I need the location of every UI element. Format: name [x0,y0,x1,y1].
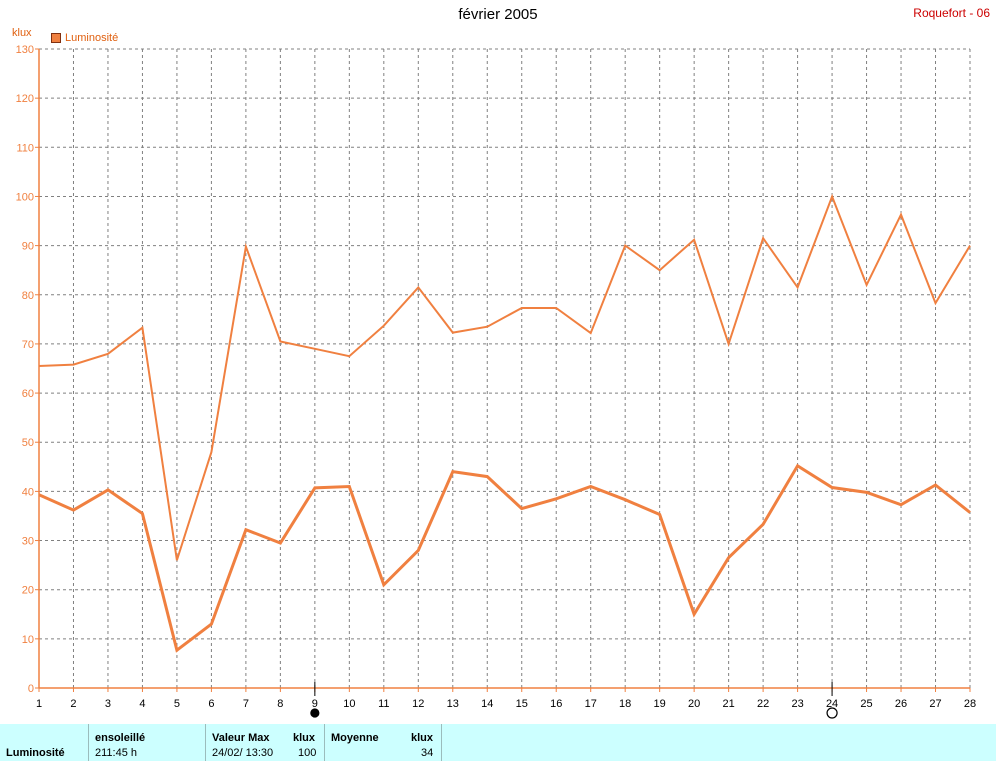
full-moon-icon [826,707,838,719]
x-tick-label: 8 [277,698,283,710]
x-tick-label: 23 [791,698,803,710]
x-tick-label: 17 [585,698,597,710]
chart-title: février 2005 [458,6,538,23]
x-tick-label: 2 [70,698,76,710]
x-tick-label: 13 [447,698,459,710]
x-tick-label: 18 [619,698,631,710]
mean-value: 34 [421,747,434,759]
x-tick-label: 10 [343,698,355,710]
x-tick-label: 11 [378,698,389,710]
x-tick-labels: 1 2 3 4 5 6 7 8 9 10 11 12 13 14 15 16 17 18 19 20 21 22 23 24 2… [36,698,976,710]
mean-series-line [38,463,971,653]
y-tick-label: 70 [22,339,34,351]
x-tick-label: 26 [895,698,907,710]
x-tick-label: 28 [964,698,976,710]
x-tick-label: 9 [312,698,318,710]
y-tick-label: 130 [16,44,34,56]
moon-markers [310,682,838,719]
y-tick-label: 0 [28,683,34,695]
stats-row-label-cell: Luminosité [0,724,89,761]
sunshine-value: 211:45 h [95,747,138,759]
x-tick-label: 24 [826,698,838,710]
x-tick-label: 3 [105,698,111,710]
y-tick-label: 30 [22,536,34,548]
x-tick-label: 14 [481,698,493,710]
x-tick-label: 1 [36,698,42,710]
new-moon-icon [310,708,320,718]
y-tick-label: 50 [22,437,34,449]
x-tick-label: 22 [757,698,769,710]
x-tick-label: 6 [208,698,214,710]
max-value: 100 [298,747,317,759]
legend-swatch [51,33,61,43]
series-lines [38,193,971,653]
mean-unit: klux [411,732,434,744]
station-name: Roquefort - 06 [913,6,990,20]
y-tick-label: 90 [22,241,34,253]
x-tick-label: 27 [929,698,941,710]
sunshine-header: ensoleillé [95,732,146,744]
y-tick-labels: 0 10 20 30 40 50 60 70 80 90 100 110 120 130 [16,44,34,695]
sunshine-cell: ensoleillé 211:45 h [89,724,206,761]
y-tick-label: 10 [22,634,34,646]
y-tick-label: 80 [22,290,34,302]
x-tick-label: 5 [174,698,180,710]
mean-header: Moyenne [331,732,379,744]
x-tick-label: 21 [723,698,735,710]
y-axis-unit: klux [12,27,32,39]
x-tick-label: 25 [860,698,872,710]
y-tick-label: 100 [16,191,34,203]
grid-lines [39,48,971,688]
max-cell: Valeur Max klux 24/02/ 13:30 100 [206,724,325,761]
mean-cell: Moyenne klux 34 [325,724,442,761]
max-header: Valeur Max [212,732,270,744]
x-tick-label: 20 [688,698,700,710]
y-tick-label: 20 [22,585,34,597]
y-tick-label: 110 [16,142,34,154]
axes [35,48,971,692]
x-tick-label: 7 [243,698,249,710]
x-tick-label: 4 [139,698,145,710]
x-tick-label: 16 [550,698,562,710]
y-tick-label: 120 [16,93,34,105]
x-tick-label: 12 [412,698,424,710]
x-tick-label: 19 [654,698,666,710]
max-unit: klux [293,732,316,744]
legend-label: Luminosité [65,32,119,44]
legend: Luminosité [51,32,118,44]
stats-row-label: Luminosité [6,747,65,759]
y-tick-label: 60 [22,388,34,400]
max-series-line [38,193,971,561]
max-date: 24/02/ 13:30 [212,747,274,759]
y-tick-label: 40 [22,486,34,498]
stats-table: Luminosité ensoleillé 211:45 h Valeur Ma… [0,724,996,761]
x-tick-label: 15 [516,698,528,710]
